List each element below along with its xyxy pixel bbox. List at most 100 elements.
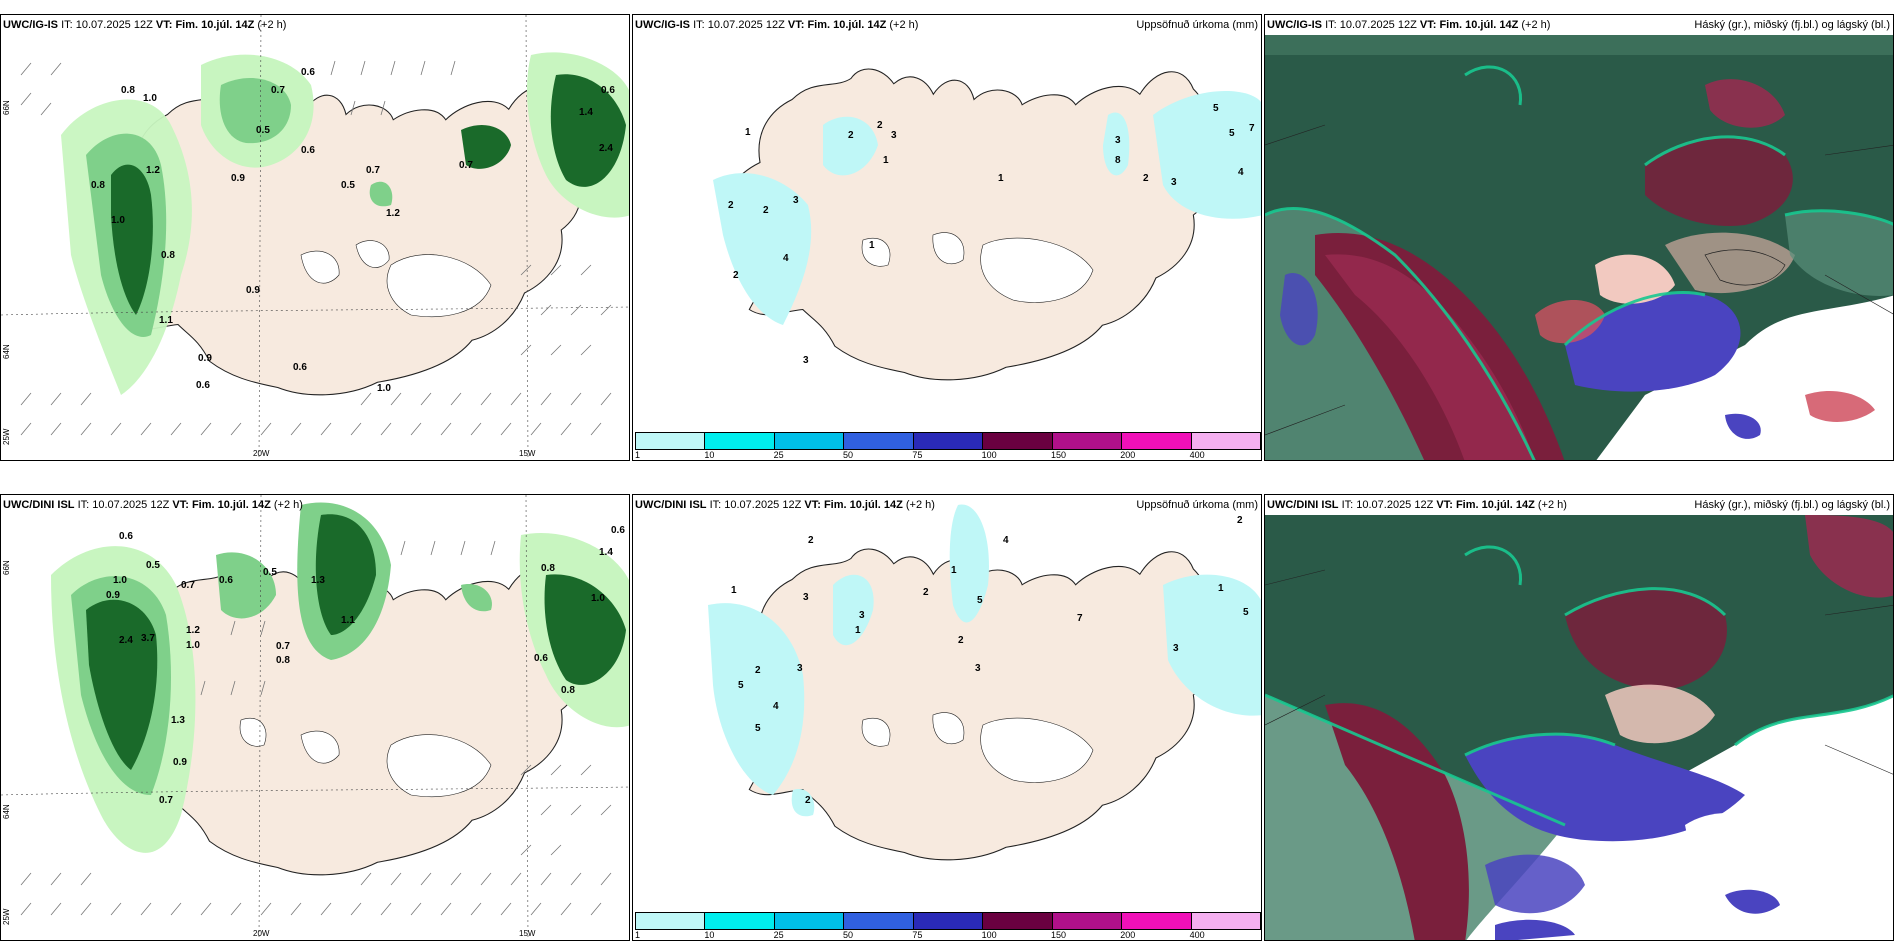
accum-value: 4 — [773, 701, 779, 712]
accum-value: 1 — [1218, 583, 1224, 594]
precip-value: 0.6 — [196, 380, 210, 391]
precip-value: 0.5 — [263, 567, 277, 578]
accum-value: 3 — [975, 663, 981, 674]
accum-value: 4 — [783, 253, 789, 264]
colorbar-tick-label: 75 — [912, 450, 923, 460]
panel-title: UWC/IG-IS IT: 10.07.2025 12Z VT: Fim. 10… — [3, 19, 287, 31]
lon-label-20w: 20W — [253, 449, 270, 458]
precip-value: 0.6 — [119, 531, 133, 542]
precip-value: 0.7 — [271, 85, 285, 96]
accum-value: 3 — [803, 592, 809, 603]
precip-value: 1.2 — [146, 165, 160, 176]
colorbar-tick-label: 10 — [704, 930, 715, 940]
lon-label-15w: 15W — [519, 929, 536, 938]
colorbar-swatch — [705, 433, 775, 449]
precip-value: 1.2 — [186, 625, 200, 636]
colorbar-swatch — [983, 433, 1053, 449]
precip-value: 0.6 — [301, 67, 315, 78]
colorbar-tick-label: 100 — [981, 450, 997, 460]
precip-value: 1.3 — [171, 715, 185, 726]
accum-value: 2 — [923, 587, 929, 598]
precip-value: 1.4 — [599, 547, 613, 558]
accum-value: 1 — [998, 173, 1004, 184]
precip-value: 1.0 — [591, 593, 605, 604]
precip-value: 0.9 — [106, 590, 120, 601]
precip-value: 1.0 — [111, 215, 125, 226]
precip-value: 0.8 — [161, 250, 175, 261]
panel-subtitle: Háský (gr.), miðský (fj.bl.) og lágský (… — [1694, 19, 1890, 31]
colorbar-swatch — [1191, 433, 1260, 449]
accum-value: 3 — [1173, 643, 1179, 654]
lat-label-64n: 64N — [2, 344, 11, 359]
cloud-cover-map-dini: UWC/DINI ISL IT: 10.07.2025 12Z VT: Fim.… — [1264, 494, 1894, 941]
accum-value: 2 — [755, 665, 761, 676]
colorbar-swatch — [636, 433, 706, 449]
precip-value: 0.5 — [256, 125, 270, 136]
accum-value: 4 — [1238, 167, 1244, 178]
colorbar-tick-label: 75 — [912, 930, 923, 940]
accum-value: 5 — [977, 595, 983, 606]
colorbar-tick-label: 1 — [635, 450, 641, 460]
colorbar-swatch — [774, 433, 845, 449]
precip-value: 0.6 — [219, 575, 233, 586]
accum-value: 2 — [808, 535, 814, 546]
accum-value: 2 — [1237, 515, 1243, 526]
map-canvas — [1265, 495, 1893, 940]
colorbar-ticks: 1 10 25 50 75 100 150 200 400 — [635, 450, 1259, 460]
colorbar-swatch — [844, 913, 914, 929]
accum-value: 3 — [1171, 177, 1177, 188]
colorbar-tick-label: 25 — [773, 450, 784, 460]
panel-title: UWC/IG-IS IT: 10.07.2025 12Z VT: Fim. 10… — [635, 19, 919, 31]
precip-value: 0.8 — [541, 563, 555, 574]
colorbar-ticks: 1 10 25 50 75 100 150 200 400 — [635, 930, 1259, 940]
precip-value: 2.4 — [119, 635, 133, 646]
precip-value: 0.6 — [611, 525, 625, 536]
lat-label-66n: 66N — [2, 100, 11, 115]
colorbar-tick-label: 400 — [1189, 930, 1205, 940]
precip-value: 0.7 — [276, 641, 290, 652]
accum-value: 5 — [1213, 103, 1219, 114]
precip-value: 0.6 — [301, 145, 315, 156]
precip-value: 0.8 — [561, 685, 575, 696]
accum-value: 3 — [797, 663, 803, 674]
accum-value: 2 — [877, 120, 883, 131]
colorbar-swatch — [844, 433, 914, 449]
precip-value: 1.4 — [579, 107, 593, 118]
accum-value: 1 — [731, 585, 737, 596]
accum-value: 2 — [848, 130, 854, 141]
map-canvas — [1, 15, 629, 460]
colorbar-tick-label: 150 — [1050, 930, 1066, 940]
precip-value: 2.4 — [599, 143, 613, 154]
precip-value: 0.8 — [91, 180, 105, 191]
accum-precip-map-igis: UWC/IG-IS IT: 10.07.2025 12Z VT: Fim. 10… — [632, 14, 1262, 461]
accum-value: 5 — [1243, 607, 1249, 618]
precip-value: 3.7 — [141, 633, 155, 644]
precip-value: 1.1 — [341, 615, 355, 626]
colorbar-tick-label: 200 — [1120, 930, 1136, 940]
colorbar-tick-label: 50 — [842, 450, 853, 460]
colorbar-tick-label: 10 — [704, 450, 715, 460]
accum-value: 3 — [891, 130, 897, 141]
colorbar-swatch — [983, 913, 1053, 929]
precip-value: 0.7 — [159, 795, 173, 806]
map-canvas — [633, 495, 1261, 940]
colorbar-tick-label: 200 — [1120, 450, 1136, 460]
accum-value: 3 — [803, 355, 809, 366]
colorbar-swatch — [913, 433, 984, 449]
precip-value: 1.2 — [386, 208, 400, 219]
colorbar — [635, 912, 1261, 930]
precip-value: 0.9 — [246, 285, 260, 296]
precip-wind-map-dini: UWC/DINI ISL IT: 10.07.2025 12Z VT: Fim.… — [0, 494, 630, 941]
precip-value: 0.7 — [459, 160, 473, 171]
accum-value: 2 — [805, 795, 811, 806]
precip-value: 0.9 — [231, 173, 245, 184]
precip-value: 0.6 — [601, 85, 615, 96]
accum-value: 7 — [1249, 123, 1255, 134]
colorbar-swatch — [1191, 913, 1260, 929]
precip-value: 0.5 — [146, 560, 160, 571]
precip-value: 0.8 — [276, 655, 290, 666]
accum-value: 5 — [738, 680, 744, 691]
precip-value: 1.0 — [143, 93, 157, 104]
precip-value: 1.0 — [377, 383, 391, 394]
colorbar-swatch — [1122, 433, 1192, 449]
